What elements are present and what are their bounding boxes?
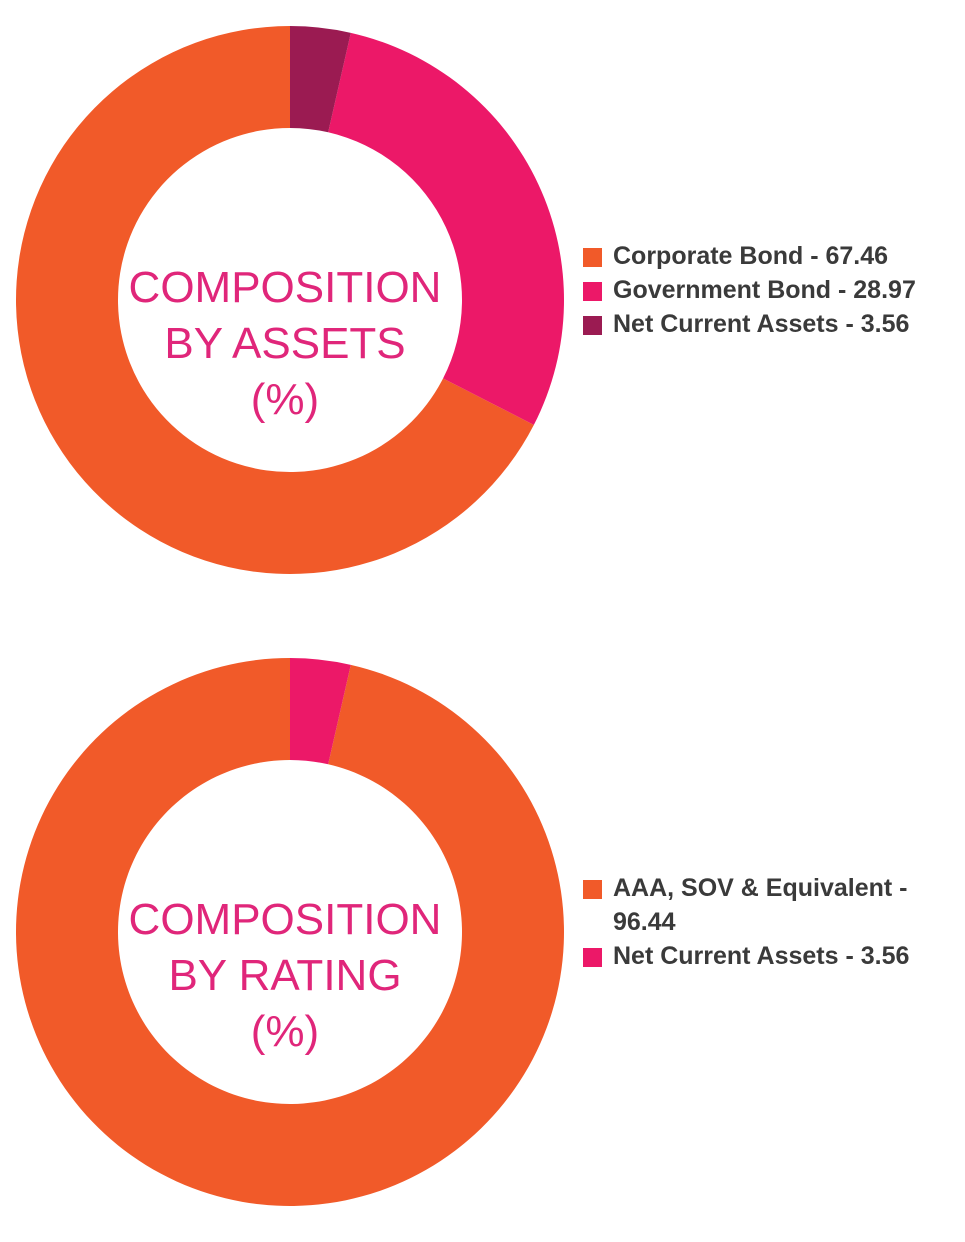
- legend-item-net-current-assets: Net Current Assets - 3.56: [583, 939, 953, 973]
- legend-swatch: [583, 248, 602, 267]
- donut-slice-corporate-bond: [16, 26, 534, 575]
- legend-swatch: [583, 316, 602, 335]
- rating-title-line-2: BY RATING: [168, 951, 402, 1000]
- donut-slice-aaa-sov-equivalent: [16, 658, 565, 1206]
- legend-swatch: [583, 948, 602, 967]
- legend-label: Corporate Bond - 67.46: [613, 242, 889, 270]
- assets-title-line-3: (%): [250, 375, 320, 424]
- rating-donut: [16, 658, 565, 1206]
- legend-swatch: [583, 880, 602, 899]
- assets-legend: Corporate Bond - 67.46 Government Bond -…: [583, 239, 953, 341]
- legend-label: Net Current Assets - 3.56: [613, 942, 910, 970]
- legend-swatch: [583, 282, 602, 301]
- assets-title-line-2: BY ASSETS: [164, 319, 406, 368]
- legend-label: AAA, SOV & Equivalent - 96.44: [613, 874, 908, 936]
- rating-title-line-1: COMPOSITION: [128, 895, 442, 944]
- rating-title-line-3: (%): [250, 1007, 320, 1056]
- legend-item-corporate-bond: Corporate Bond - 67.46: [583, 239, 953, 273]
- assets-center-title: COMPOSITION BY ASSETS (%): [100, 260, 470, 428]
- donut-slice-government-bond: [328, 32, 564, 425]
- legend-item-net-current-assets: Net Current Assets - 3.56: [583, 307, 953, 341]
- assets-donut: [16, 26, 564, 575]
- assets-title-line-1: COMPOSITION: [128, 263, 442, 312]
- legend-item-aaa-sov-equivalent: AAA, SOV & Equivalent - 96.44: [583, 871, 953, 939]
- legend-label: Net Current Assets - 3.56: [613, 310, 910, 338]
- donut-slice-net-current-assets: [290, 658, 351, 765]
- composition-by-assets-chart: COMPOSITION BY ASSETS (%) Corporate Bond…: [0, 10, 965, 610]
- donut-slice-net-current-assets: [290, 26, 351, 133]
- legend-label: Government Bond - 28.97: [613, 276, 916, 304]
- legend-item-government-bond: Government Bond - 28.97: [583, 273, 953, 307]
- composition-by-rating-chart: COMPOSITION BY RATING (%) AAA, SOV & Equ…: [0, 642, 965, 1242]
- rating-legend: AAA, SOV & Equivalent - 96.44 Net Curren…: [583, 871, 953, 973]
- rating-center-title: COMPOSITION BY RATING (%): [100, 892, 470, 1060]
